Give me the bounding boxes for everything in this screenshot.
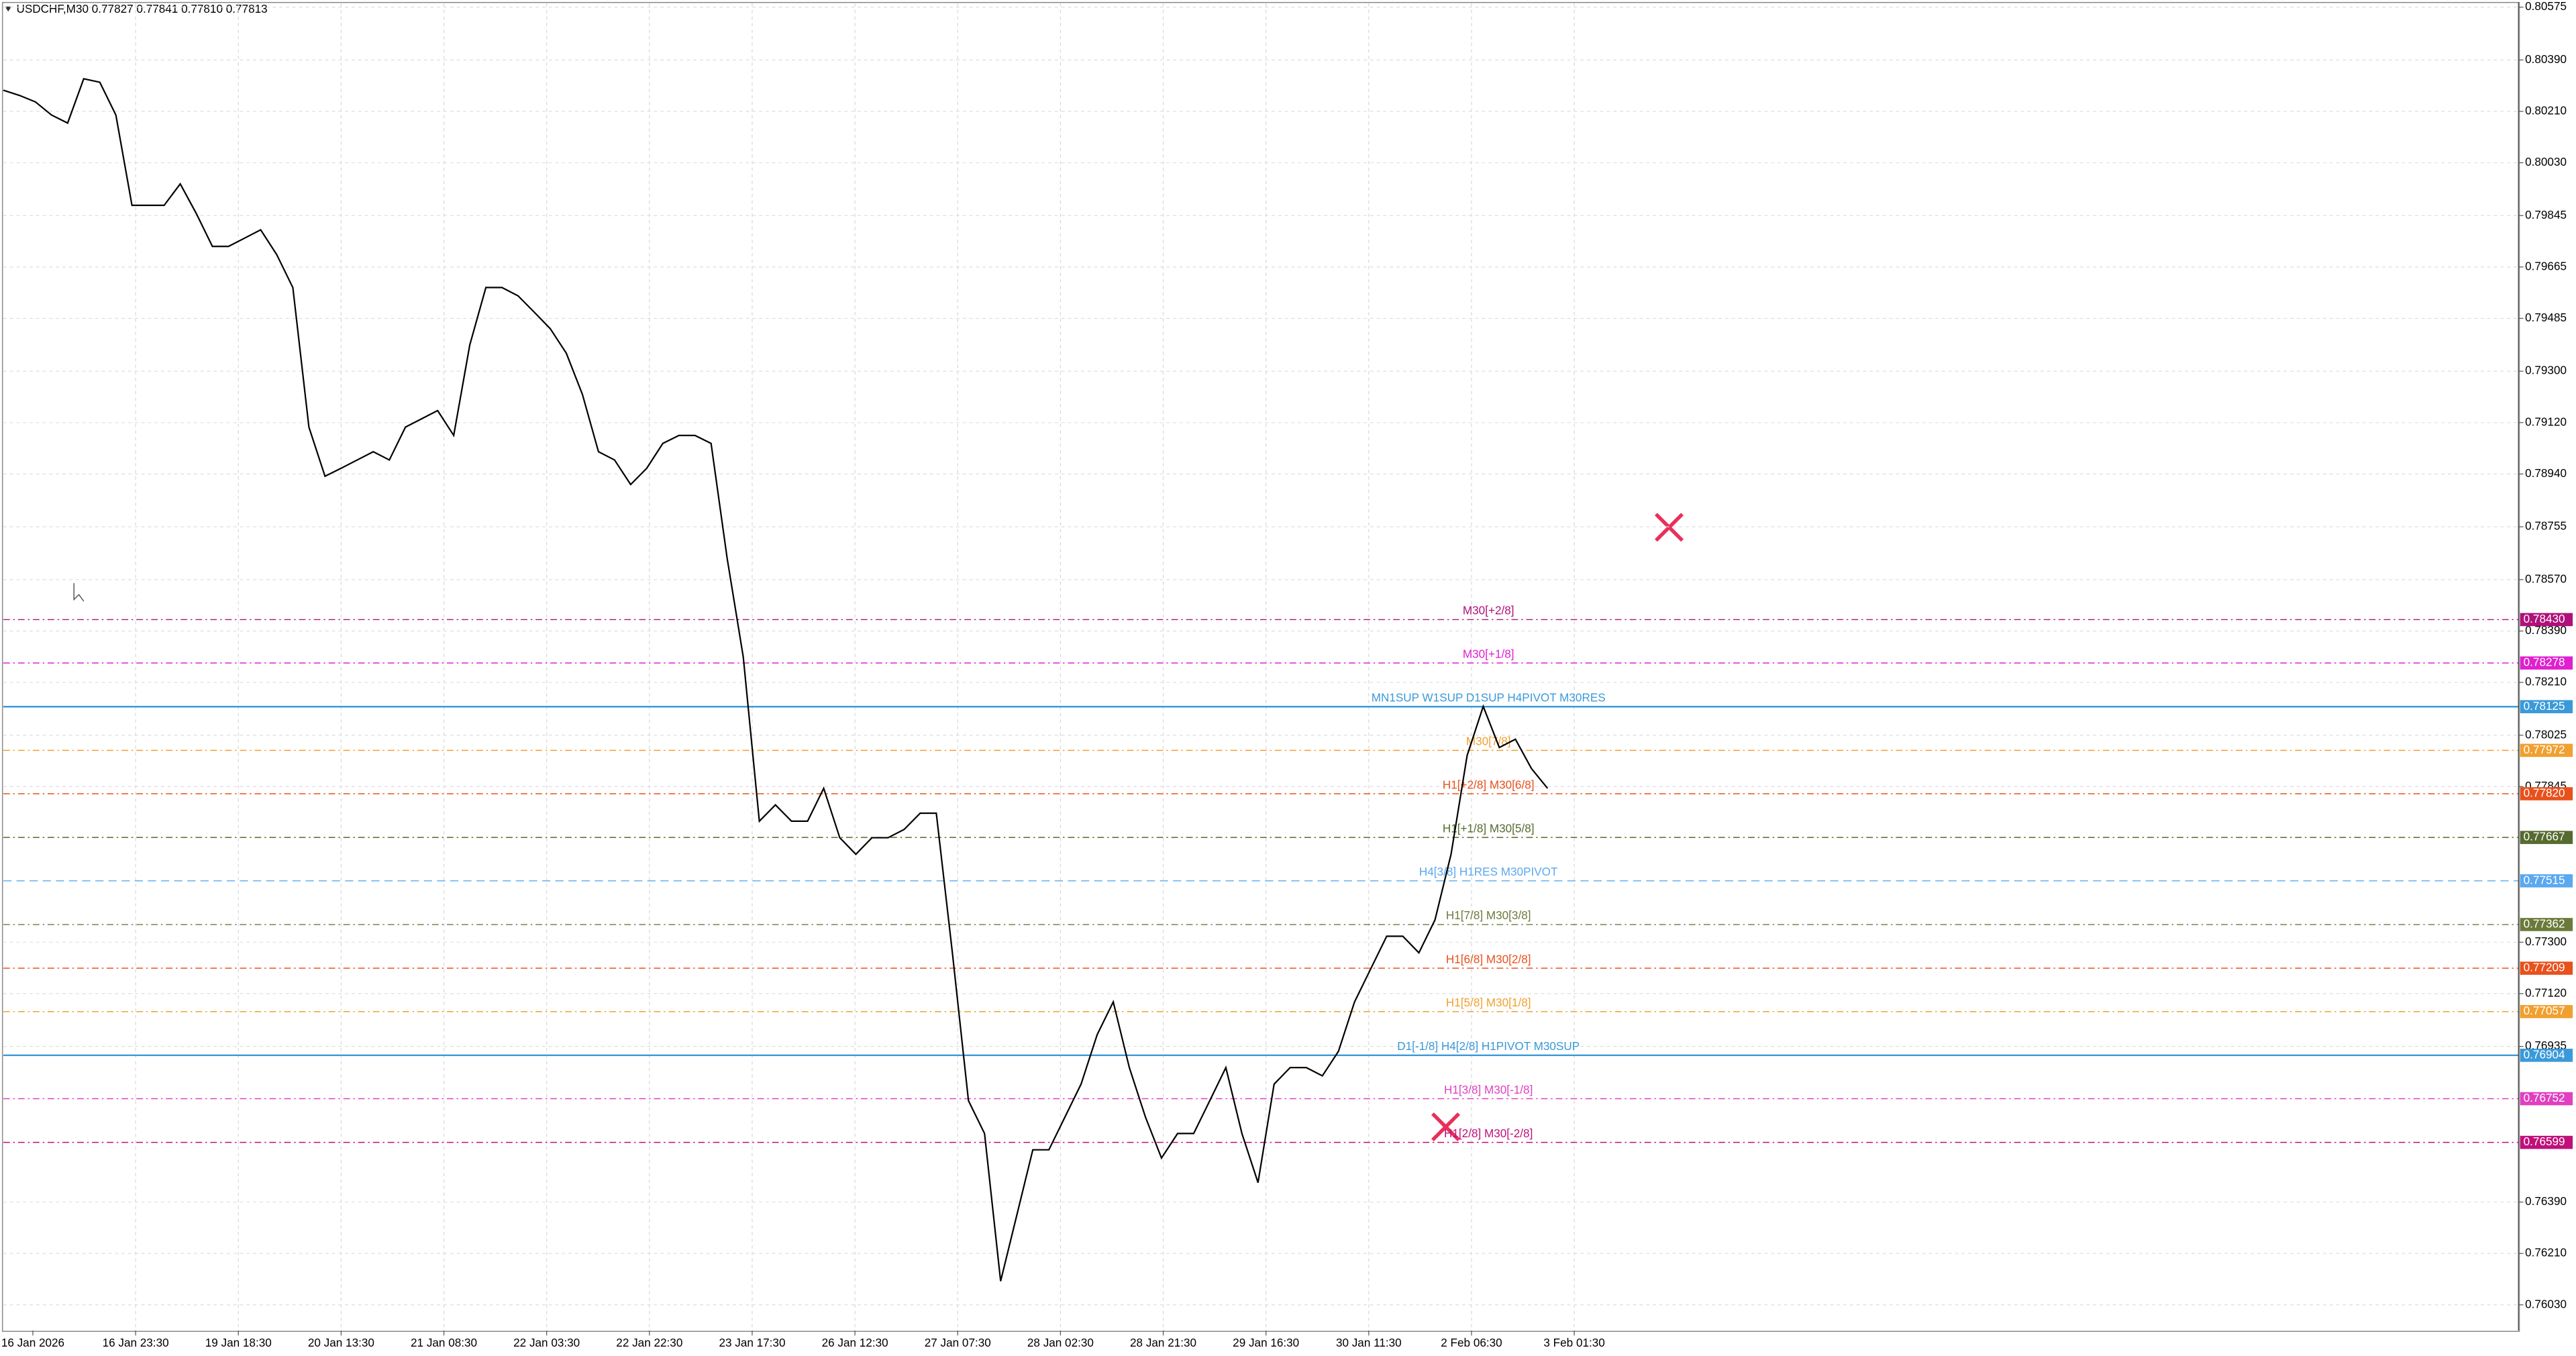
cross-marker <box>1655 513 1684 542</box>
cross-marker <box>1431 1112 1461 1141</box>
level-label: H1[5/8] M30[1/8] <box>1446 996 1531 1009</box>
price-box <box>2520 874 2573 888</box>
price-box-label: 0.76599 <box>2524 1135 2565 1148</box>
x-tick-label: 22 Jan 22:30 <box>616 1336 682 1349</box>
level-label: H1[6/8] M30[2/8] <box>1446 952 1531 966</box>
price-box <box>2520 613 2573 627</box>
x-tick-label: 16 Jan 23:30 <box>103 1336 169 1349</box>
level-label: H1[+2/8] M30[6/8] <box>1443 778 1535 791</box>
x-tick-label: 30 Jan 11:30 <box>1336 1336 1402 1349</box>
price-box-label: 0.77515 <box>2524 873 2565 886</box>
y-tick-label: 0.79665 <box>2525 259 2567 272</box>
level-label: H1[2/8] M30[-2/8] <box>1444 1127 1533 1140</box>
y-tick-label: 0.78390 <box>2525 623 2567 637</box>
price-box-label: 0.77972 <box>2524 743 2565 756</box>
price-box-label: 0.77209 <box>2524 961 2565 974</box>
y-tick-label: 0.79300 <box>2525 364 2567 377</box>
level-label: M30[+2/8] <box>1463 604 1514 617</box>
price-box <box>2520 831 2573 844</box>
mouse-cursor <box>73 583 85 602</box>
price-box <box>2520 1135 2573 1149</box>
price-box <box>2520 1092 2573 1106</box>
price-box <box>2520 1049 2573 1062</box>
level-label: M30[7/8] <box>1466 735 1511 748</box>
price-box <box>2520 1004 2573 1019</box>
price-box-label: 0.78430 <box>2524 612 2565 625</box>
price-box <box>2520 743 2573 758</box>
x-tick-label: 3 Feb 01:30 <box>1543 1336 1604 1349</box>
price-box-label: 0.78278 <box>2524 656 2565 669</box>
y-tick-label: 0.79120 <box>2525 415 2567 428</box>
level-label: MN1SUP W1SUP D1SUP H4PIVOT M30RES <box>1372 691 1606 705</box>
price-box <box>2520 961 2573 975</box>
price-box-label: 0.77667 <box>2524 830 2565 843</box>
x-tick-label: 27 Jan 07:30 <box>925 1336 991 1349</box>
y-tick-label: 0.80390 <box>2525 52 2567 66</box>
x-tick-label: 19 Jan 18:30 <box>205 1336 272 1349</box>
x-tick-label: 29 Jan 16:30 <box>1233 1336 1299 1349</box>
price-box-label: 0.77057 <box>2524 1004 2565 1017</box>
y-tick-label: 0.80210 <box>2525 103 2567 117</box>
price-box <box>2520 656 2573 670</box>
menu-arrow[interactable] <box>5 6 12 12</box>
x-tick-label: 16 Jan 2026 <box>1 1336 64 1349</box>
x-tick-label: 26 Jan 12:30 <box>822 1336 888 1349</box>
x-tick-label: 20 Jan 13:30 <box>308 1336 374 1349</box>
price-box-label: 0.78125 <box>2524 699 2565 713</box>
x-tick-label: 28 Jan 21:30 <box>1130 1336 1196 1349</box>
x-tick-label: 23 Jan 17:30 <box>719 1336 785 1349</box>
y-tick-label: 0.78025 <box>2525 727 2567 741</box>
y-tick-label: 0.78940 <box>2525 466 2567 480</box>
level-label: H4[3/8] H1RES M30PIVOT <box>1419 865 1558 878</box>
y-tick-label: 0.79845 <box>2525 208 2567 221</box>
y-tick-label: 0.76030 <box>2525 1297 2567 1310</box>
y-tick-label: 0.78755 <box>2525 519 2567 533</box>
y-tick-label: 0.80030 <box>2525 155 2567 168</box>
price-box-label: 0.76904 <box>2524 1047 2565 1061</box>
level-label: M30[+1/8] <box>1463 647 1514 660</box>
x-tick-label: 22 Jan 03:30 <box>513 1336 580 1349</box>
y-tick-label: 0.77300 <box>2525 935 2567 948</box>
y-tick-label: 0.77120 <box>2525 986 2567 999</box>
price-box-label: 0.76752 <box>2524 1091 2565 1104</box>
plot-frame <box>1 1 2520 1333</box>
level-label: H1[3/8] M30[-1/8] <box>1444 1083 1533 1096</box>
y-tick-label: 0.76210 <box>2525 1246 2567 1259</box>
y-tick-label: 0.76390 <box>2525 1194 2567 1208</box>
x-tick-label: 21 Jan 08:30 <box>411 1336 477 1349</box>
level-label: D1[-1/8] H4[2/8] H1PIVOT M30SUP <box>1397 1039 1580 1053</box>
level-label: H1[7/8] M30[3/8] <box>1446 908 1531 922</box>
price-line <box>3 78 1549 1282</box>
y-tick-label: 0.79485 <box>2525 311 2567 324</box>
price-box <box>2520 700 2573 714</box>
y-tick-label: 0.78570 <box>2525 572 2567 585</box>
y-tick-label: 0.80575 <box>2525 0 2567 13</box>
y-tick-label: 0.78210 <box>2525 675 2567 688</box>
price-box-label: 0.77362 <box>2524 917 2565 930</box>
chart-title: USDCHF,M30 0.77827 0.77841 0.77810 0.778… <box>16 2 267 15</box>
price-box <box>2520 787 2573 800</box>
price-box <box>2520 918 2573 931</box>
price-box-label: 0.77820 <box>2524 786 2565 800</box>
level-label: H1[+1/8] M30[5/8] <box>1443 821 1535 835</box>
x-tick-label: 2 Feb 06:30 <box>1441 1336 1502 1349</box>
x-tick-label: 28 Jan 02:30 <box>1027 1336 1094 1349</box>
